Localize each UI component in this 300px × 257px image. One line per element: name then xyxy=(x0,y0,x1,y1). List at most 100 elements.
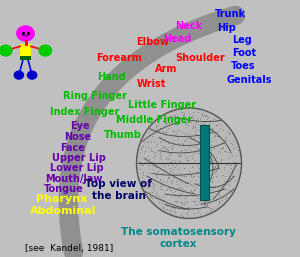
Point xyxy=(209,152,214,156)
Point xyxy=(221,167,226,171)
Point xyxy=(208,153,213,157)
Point xyxy=(169,204,174,208)
Point xyxy=(169,169,174,173)
Point xyxy=(203,140,208,144)
Point xyxy=(147,138,152,142)
Point xyxy=(183,136,188,140)
Point xyxy=(165,147,170,151)
Point xyxy=(175,115,180,119)
Point xyxy=(217,200,221,205)
Point xyxy=(225,130,230,134)
Point xyxy=(222,149,227,153)
Point xyxy=(183,161,188,166)
Point xyxy=(183,119,188,123)
Point xyxy=(159,167,164,171)
Point xyxy=(189,136,194,141)
Point xyxy=(226,163,231,167)
Point xyxy=(178,213,183,217)
Point xyxy=(139,146,143,150)
Point xyxy=(193,127,198,131)
Point xyxy=(226,183,231,187)
Point xyxy=(167,150,172,154)
Point xyxy=(232,164,236,168)
Point xyxy=(229,167,233,171)
Point xyxy=(216,192,221,197)
Point xyxy=(214,123,219,127)
Text: Top view of
the brain: Top view of the brain xyxy=(85,179,152,201)
Point xyxy=(147,133,152,137)
Point xyxy=(183,181,188,185)
Point xyxy=(163,137,168,141)
Point xyxy=(213,167,218,171)
Point xyxy=(178,180,183,184)
Point xyxy=(229,171,234,176)
Point xyxy=(184,194,188,198)
Point xyxy=(215,189,220,194)
Point xyxy=(182,151,187,155)
Point xyxy=(212,117,217,121)
Point xyxy=(192,188,197,192)
Bar xyxy=(20,44,31,60)
Point xyxy=(178,159,183,163)
Point xyxy=(205,204,209,208)
Circle shape xyxy=(14,71,23,79)
Point xyxy=(170,206,175,210)
Point xyxy=(206,130,210,134)
Point xyxy=(180,160,184,164)
Point xyxy=(193,131,198,135)
Point xyxy=(193,145,198,149)
Point xyxy=(208,139,213,143)
Point xyxy=(182,138,187,142)
Point xyxy=(184,199,188,203)
Point xyxy=(205,160,210,164)
Text: Neck: Neck xyxy=(176,21,203,31)
Point xyxy=(191,164,196,168)
Text: Arm: Arm xyxy=(154,65,177,74)
Point xyxy=(183,174,188,178)
Point xyxy=(218,126,222,130)
Point xyxy=(183,194,188,198)
Point xyxy=(195,210,200,214)
Text: Shoulder: Shoulder xyxy=(176,53,225,63)
Point xyxy=(167,175,172,179)
Point xyxy=(145,185,150,189)
Point xyxy=(203,183,208,187)
Point xyxy=(161,119,166,123)
Point xyxy=(154,196,159,200)
Point xyxy=(228,163,233,167)
Point xyxy=(166,148,170,152)
Point xyxy=(214,130,219,134)
Point xyxy=(145,139,150,143)
Point xyxy=(205,119,210,123)
Point xyxy=(187,112,191,116)
Point xyxy=(163,208,168,212)
Point xyxy=(187,131,191,135)
Point xyxy=(197,194,202,198)
Point xyxy=(179,141,184,145)
Point xyxy=(231,139,236,143)
Point xyxy=(161,149,166,153)
Point xyxy=(160,129,164,133)
Point xyxy=(207,159,212,163)
Point xyxy=(166,156,170,160)
Point xyxy=(194,132,198,136)
Point xyxy=(179,134,184,139)
Point xyxy=(212,166,217,170)
Point xyxy=(204,210,209,215)
Point xyxy=(196,174,201,178)
Point xyxy=(190,175,195,179)
Point xyxy=(195,170,200,174)
Point xyxy=(155,127,160,131)
Point xyxy=(209,143,214,147)
Point xyxy=(200,142,205,146)
Point xyxy=(177,153,182,157)
Point xyxy=(154,125,159,129)
Point xyxy=(211,131,216,135)
Point xyxy=(164,129,168,133)
Point xyxy=(194,163,199,168)
Point xyxy=(147,182,152,186)
Point xyxy=(198,185,203,189)
Point xyxy=(167,185,172,189)
Point xyxy=(234,153,239,158)
Point xyxy=(207,197,212,201)
